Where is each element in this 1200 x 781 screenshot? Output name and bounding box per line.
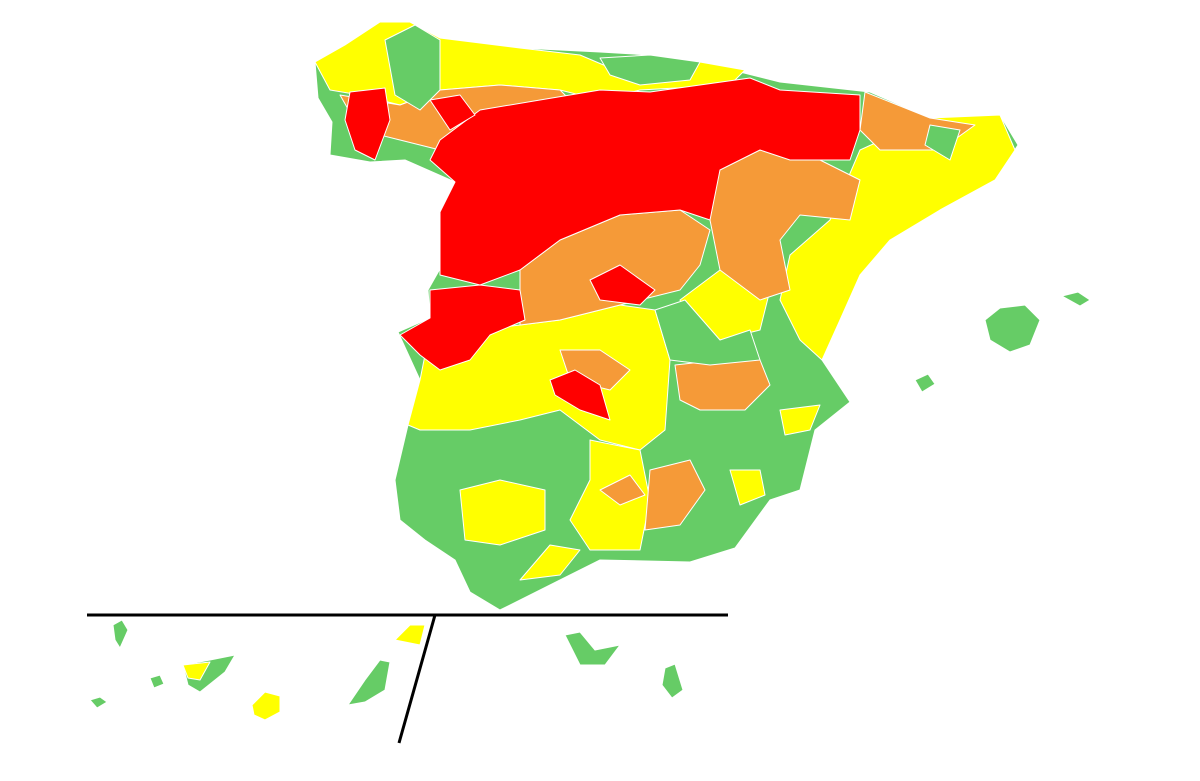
island-fuerteventura <box>661 663 684 699</box>
island-la-gomera <box>149 674 165 689</box>
region-red-cyl <box>429 77 861 286</box>
region-orange-sw <box>599 474 646 506</box>
island-gran-canaria-2 <box>251 691 281 721</box>
island-menorca <box>1061 291 1091 307</box>
island-gran-canaria <box>347 659 391 706</box>
island-small-yellow <box>394 624 426 646</box>
region-red-cr <box>549 369 611 421</box>
inset-divider <box>397 614 437 744</box>
region-yellow-south-3 <box>519 544 581 581</box>
region-green-cm <box>654 299 761 366</box>
region-yellow-se <box>729 469 766 506</box>
region-red-nw <box>429 94 476 131</box>
region-green-basque <box>599 54 701 86</box>
region-yellow-coast <box>779 404 821 436</box>
region-green-cat <box>924 124 961 161</box>
island-tenerife-part <box>182 661 211 681</box>
region-orange-se <box>644 459 706 531</box>
island-mallorca <box>984 304 1041 353</box>
island-la-palma <box>112 619 129 649</box>
island-lanzarote <box>564 631 621 666</box>
region-green-galicia <box>384 24 441 111</box>
region-yellow-south-1 <box>459 479 546 546</box>
region-red-galicia <box>344 87 391 161</box>
region-yellow-east <box>779 114 1016 361</box>
island-ibiza <box>914 373 936 393</box>
island-el-hierro <box>89 696 108 709</box>
region-red-extremadura <box>399 284 526 371</box>
region-red-madrid <box>589 264 656 306</box>
